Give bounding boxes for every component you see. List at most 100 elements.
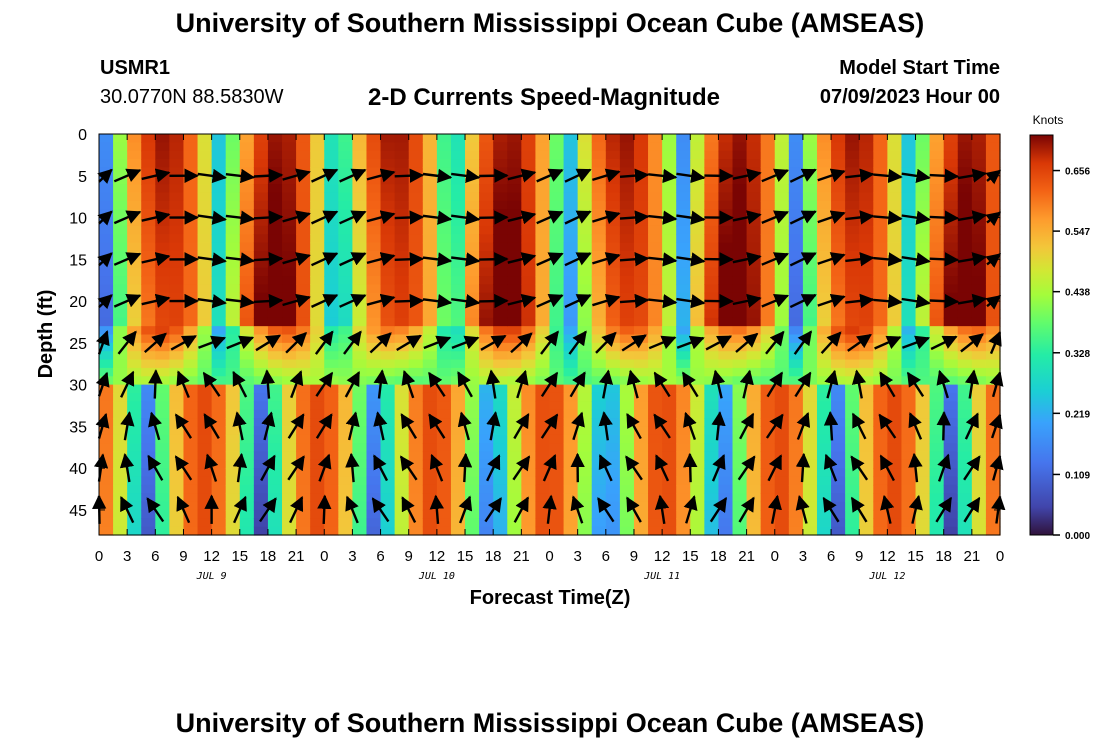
heatmap-cell (127, 459, 142, 469)
heatmap-cell (211, 392, 227, 402)
x-tick-label: 15 (682, 548, 699, 565)
heatmap-cell (633, 225, 649, 235)
heatmap-cell (887, 401, 903, 411)
heatmap-cell (633, 484, 649, 494)
heatmap-cell (408, 426, 424, 436)
current-vector (873, 210, 903, 225)
current-vector (176, 370, 190, 399)
heatmap-cell (394, 292, 410, 302)
heatmap-cell (296, 175, 311, 185)
model-start-label: Model Start Time (839, 57, 1000, 79)
heatmap-cell (282, 184, 297, 194)
heatmap-cell (831, 476, 846, 486)
heatmap-cell (310, 150, 325, 160)
heatmap-cell (493, 301, 508, 311)
heatmap-cell (436, 401, 452, 411)
heatmap-cell (816, 443, 832, 453)
heatmap-cell (957, 259, 973, 269)
heatmap-cell (549, 159, 565, 169)
heatmap-cell (831, 342, 846, 352)
heatmap-cell (338, 342, 354, 352)
current-vector (197, 252, 227, 267)
heatmap-cell (802, 192, 818, 202)
heatmap-cell (450, 150, 466, 160)
heatmap-cell (563, 351, 579, 361)
current-vector (310, 294, 339, 308)
current-vector (259, 497, 277, 523)
heatmap-cell (915, 351, 931, 361)
heatmap-cell (436, 518, 452, 528)
heatmap-cell (760, 267, 776, 277)
heatmap-cell (535, 250, 551, 260)
heatmap-cell (873, 259, 888, 269)
heatmap-cell (591, 242, 607, 252)
heatmap-cell (732, 301, 748, 311)
heatmap-cell (591, 351, 607, 361)
current-vector (144, 332, 167, 354)
heatmap-cell (591, 150, 607, 160)
heatmap-cell (760, 418, 776, 427)
heatmap-cell (113, 167, 128, 177)
colorbar-tick-label: 0.109 (1065, 470, 1090, 481)
heatmap-cell (845, 392, 860, 402)
current-vector (97, 210, 113, 226)
heatmap-cell (676, 459, 691, 469)
heatmap-cell (943, 434, 959, 444)
heatmap-cell (845, 209, 860, 219)
heatmap-cell (619, 326, 635, 336)
heatmap-cell (887, 518, 903, 528)
y-tick-label: 35 (69, 419, 87, 436)
current-vector (908, 494, 923, 524)
current-vector (141, 293, 171, 308)
current-vector (396, 334, 422, 352)
heatmap-cell (929, 501, 945, 511)
heatmap-cell (788, 359, 804, 369)
heatmap-cell (366, 142, 382, 152)
heatmap-cell (141, 367, 156, 377)
heatmap-cell (225, 326, 241, 336)
heatmap-cell (99, 468, 114, 478)
heatmap-cell (338, 192, 354, 202)
heatmap-cell (380, 301, 396, 311)
heatmap-cell (746, 443, 762, 453)
heatmap-cell (788, 367, 804, 377)
heatmap-cell (155, 359, 170, 369)
current-vector (823, 453, 838, 482)
heatmap-cell (197, 434, 213, 444)
heatmap-cell (929, 468, 945, 478)
heatmap-cell (760, 192, 776, 202)
heatmap-cell (943, 443, 959, 453)
heatmap-cell (338, 409, 354, 419)
current-vector (366, 252, 396, 266)
heatmap-cell (563, 225, 579, 235)
heatmap-cell (718, 267, 734, 277)
heatmap-cell (267, 376, 283, 386)
heatmap-cell (338, 234, 354, 244)
heatmap-cell (296, 234, 311, 244)
heatmap-cell (408, 225, 424, 235)
heatmap-cell (929, 167, 945, 177)
heatmap-cell (169, 484, 185, 494)
heatmap-cell (366, 334, 382, 344)
heatmap-cell (943, 192, 959, 202)
heatmap-cell (605, 184, 621, 194)
current-vector (282, 252, 311, 266)
heatmap-cell (450, 250, 466, 260)
heatmap-cell (619, 250, 635, 260)
heatmap-cell (760, 234, 776, 244)
heatmap-cell (859, 434, 874, 444)
heatmap-cell (436, 476, 452, 486)
heatmap-cell (957, 242, 973, 252)
heatmap-cell (338, 468, 354, 478)
heatmap-cell (211, 401, 227, 411)
heatmap-cell (704, 317, 720, 327)
heatmap-cell (718, 342, 734, 352)
heatmap-cell (633, 217, 649, 227)
heatmap-cell (746, 384, 762, 394)
heatmap-cell (296, 267, 311, 277)
heatmap-cell (310, 434, 325, 444)
heatmap-cell (662, 225, 677, 235)
heatmap-cell (859, 443, 874, 453)
heatmap-cell (324, 142, 339, 152)
current-vector (513, 496, 530, 523)
